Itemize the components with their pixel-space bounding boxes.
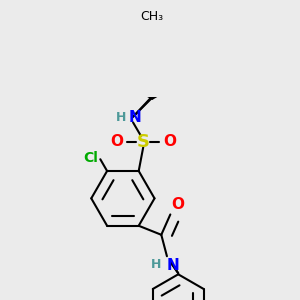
Text: Cl: Cl: [83, 151, 98, 165]
Text: S: S: [137, 133, 150, 151]
Text: CH₃: CH₃: [141, 10, 164, 23]
Text: O: O: [172, 197, 184, 212]
Text: H: H: [116, 111, 126, 124]
Text: O: O: [110, 134, 123, 149]
Text: O: O: [164, 134, 177, 149]
Text: H: H: [151, 259, 161, 272]
Text: N: N: [167, 259, 180, 274]
Text: N: N: [128, 110, 141, 125]
